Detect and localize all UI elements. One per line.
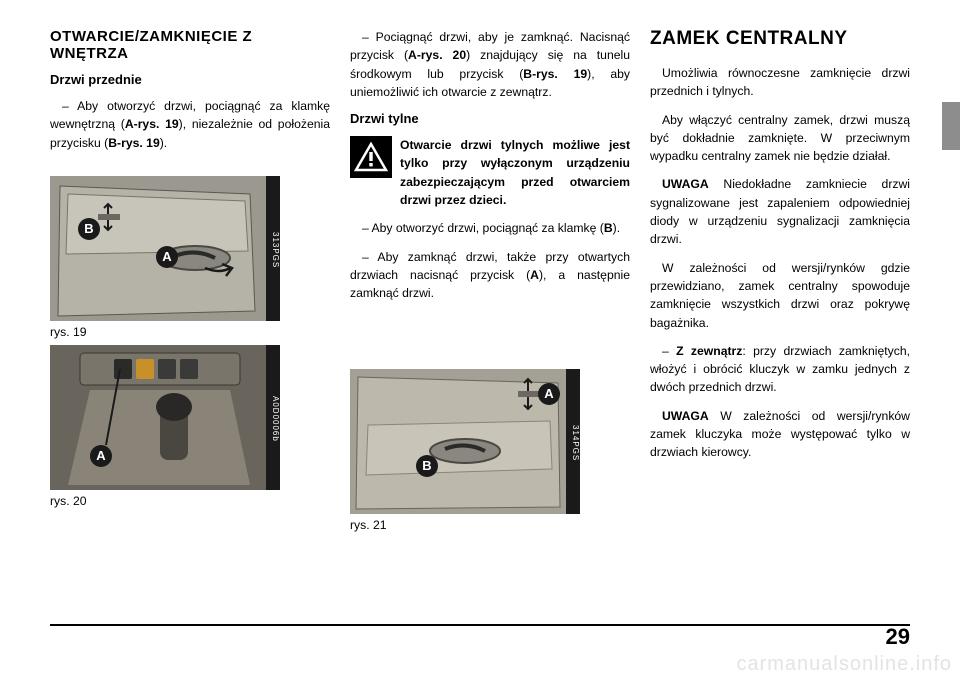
side-tab — [942, 102, 960, 150]
column-1: OTWARCIE/ZAMKNIĘCIE Z WNĘTRZA Drzwi prze… — [50, 28, 330, 536]
console-illustration — [50, 345, 280, 490]
heading-otwarcie: OTWARCIE/ZAMKNIĘCIE Z WNĘTRZA — [50, 28, 330, 62]
paragraph-central-1: Umożliwia równoczesne zamknięcie drzwi p… — [650, 64, 910, 101]
label-b-circle: B — [78, 218, 100, 240]
column-2: – Pociągnąć drzwi, aby je zamknąć. Nacis… — [350, 28, 630, 536]
page-content: OTWARCIE/ZAMKNIĘCIE Z WNĘTRZA Drzwi prze… — [0, 0, 960, 556]
figure-20: A0D0006b A rys. 20 — [50, 345, 280, 508]
paragraph-front-door: – Aby otworzyć drzwi, pociągnąć za klam­… — [50, 97, 330, 152]
figure-21-code: 314PGS — [566, 369, 580, 514]
page-number: 29 — [886, 624, 910, 650]
figure-20-caption: rys. 20 — [50, 494, 280, 508]
figure-19: 313PGS B A rys. 19 — [50, 176, 280, 339]
figure-19-code: 313PGS — [266, 176, 280, 321]
label-a-circle-21: A — [538, 383, 560, 405]
paragraph-central-2: Aby włączyć centralny zamek, drzwi mu­sz… — [650, 111, 910, 166]
figure-21-image: 314PGS A B — [350, 369, 580, 514]
figure-20-code: A0D0006b — [266, 345, 280, 490]
footer-rule — [50, 624, 910, 626]
column-3: ZAMEK CENTRALNY Umożliwia równoczesne za… — [650, 28, 910, 536]
subheading-przednie: Drzwi przednie — [50, 72, 330, 87]
figure-21: 314PGS A B rys. 21 — [350, 369, 580, 532]
figure-19-caption: rys. 19 — [50, 325, 280, 339]
subheading-tylne: Drzwi tylne — [350, 111, 630, 126]
figure-21-caption: rys. 21 — [350, 518, 580, 532]
label-a-circle-20: A — [90, 445, 112, 467]
watermark: carmanualsonline.info — [736, 653, 952, 676]
paragraph-central-6: UWAGA W zależności od wersji/ryn­ków zam… — [650, 407, 910, 462]
warning-box: Otwarcie drzwi tylnych możliwe jest tylk… — [350, 136, 630, 209]
heading-zamek: ZAMEK CENTRALNY — [650, 28, 910, 50]
warning-icon — [350, 136, 392, 178]
paragraph-close-rear: – Aby zamknąć drzwi, także przy otwar­ty… — [350, 248, 630, 303]
paragraph-central-5: – Z zewnątrz: przy drzwiach zamknię­tych… — [650, 342, 910, 397]
figure-19-image: 313PGS B A — [50, 176, 280, 321]
label-a-circle: A — [156, 246, 178, 268]
paragraph-open-rear: – Aby otworzyć drzwi, pociągnąć za klamk… — [350, 219, 630, 237]
paragraph-close-door: – Pociągnąć drzwi, aby je zamknąć. Nacis… — [350, 28, 630, 101]
figure-20-image: A0D0006b A — [50, 345, 280, 490]
paragraph-central-3: UWAGA Niedokładne zamkniecie drzwi sygna… — [650, 175, 910, 248]
paragraph-central-4: W zależności od wersji/rynków gdzie prze… — [650, 259, 910, 332]
warning-text: Otwarcie drzwi tylnych możliwe jest tylk… — [400, 136, 630, 209]
label-b-circle-21: B — [416, 455, 438, 477]
